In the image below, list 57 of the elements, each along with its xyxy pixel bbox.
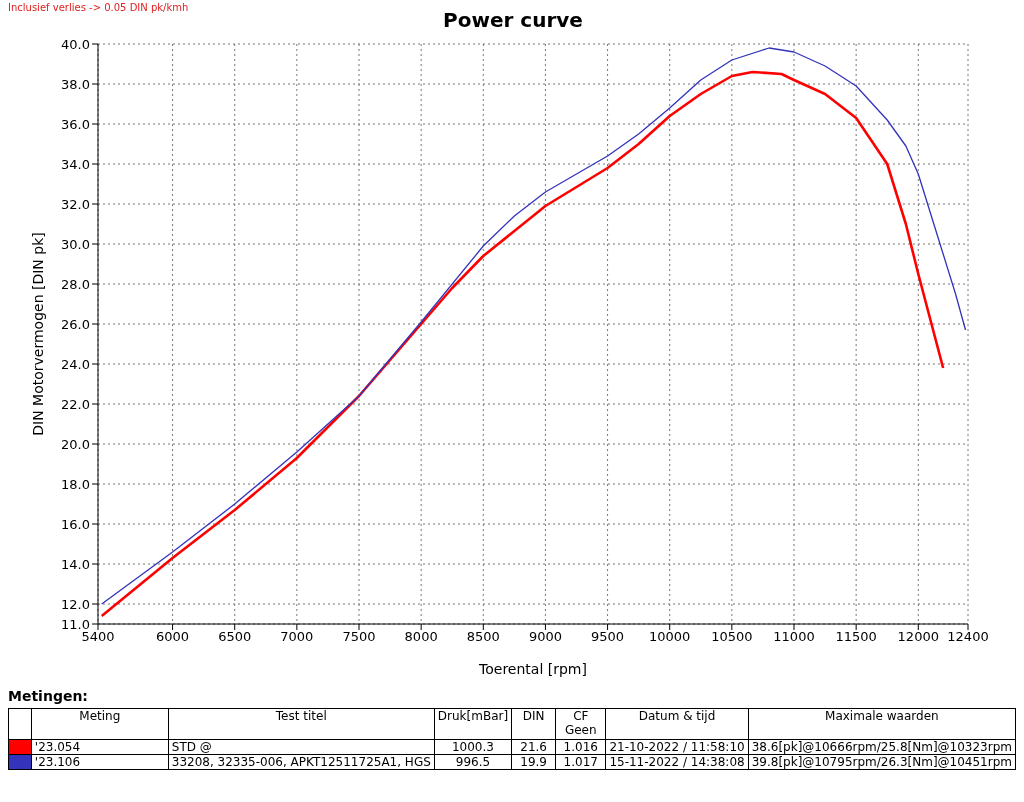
y-tick-label: 12.0 <box>61 596 90 612</box>
y-tick-label: 20.0 <box>61 436 90 452</box>
text: 33208, 32335-006, APKT12511725A1, HGS <box>168 754 435 770</box>
y-tick-label: 28.0 <box>61 276 90 292</box>
x-tick-label: 5400 <box>81 629 115 645</box>
x-tick-label: 9500 <box>591 629 625 645</box>
y-tick-label: 22.0 <box>61 396 90 412</box>
text: Maximale waarden <box>748 708 1016 740</box>
text: Meting <box>31 708 169 740</box>
text: Inclusief verlies -> 0.05 DIN pk/kmh <box>8 2 189 13</box>
x-tick-label: 11500 <box>835 629 877 645</box>
text: Metingen: <box>8 688 89 704</box>
text: 39.8[pk]@10795rpm/26.3[Nm]@10451rpm <box>748 754 1016 770</box>
x-tick-label: 10000 <box>649 629 691 645</box>
text: CF Geen <box>555 708 606 740</box>
y-tick-label: 14.0 <box>61 556 90 572</box>
y-tick-label: 36.0 <box>61 116 90 132</box>
x-tick-label: 7000 <box>280 629 314 645</box>
text: 996.5 <box>434 754 512 770</box>
x-axis-title: Toerental [rpm] <box>478 661 587 677</box>
y-tick-label: 30.0 <box>61 236 90 252</box>
chart-title: Power curve <box>443 8 583 32</box>
text: 15-11-2022 / 14:38:08 <box>605 754 749 770</box>
text: 1.016 <box>555 739 606 755</box>
legend-label: '23.054 <box>31 739 169 755</box>
y-tick-label: 26.0 <box>61 316 90 332</box>
x-tick-label: 9000 <box>528 629 562 645</box>
text: 21.6 <box>511 739 556 755</box>
x-tick-label: 8000 <box>404 629 438 645</box>
y-tick-label: 24.0 <box>61 356 90 372</box>
text: 38.6[pk]@10666rpm/25.8[Nm]@10323rpm <box>748 739 1016 755</box>
y-tick-label: 38.0 <box>61 76 90 92</box>
text: 1.017 <box>555 754 606 770</box>
x-tick-label: 12400 <box>947 629 989 645</box>
x-tick-label: 8500 <box>466 629 500 645</box>
text: Druk[mBar] <box>434 708 512 740</box>
y-axis-title: DIN Motorvermogen [DIN pk] <box>29 232 46 436</box>
x-tick-label: 12000 <box>897 629 939 645</box>
y-tick-label: 40.0 <box>61 36 90 52</box>
y-tick-label: 18.0 <box>61 476 90 492</box>
text: Datum & tijd <box>605 708 749 740</box>
legend-label: '23.106 <box>31 754 169 770</box>
y-tick-label: 16.0 <box>61 516 90 532</box>
y-tick-label: 32.0 <box>61 196 90 212</box>
x-tick-label: 10500 <box>711 629 753 645</box>
x-tick-label: 7500 <box>342 629 376 645</box>
text: 1000.3 <box>434 739 512 755</box>
x-tick-label: 11000 <box>773 629 815 645</box>
y-tick-label: 34.0 <box>61 156 90 172</box>
x-tick-label: 6000 <box>156 629 190 645</box>
text: Test titel <box>168 708 435 740</box>
text: DIN <box>511 708 556 740</box>
y-tick-label: 11.0 <box>61 616 90 632</box>
x-tick-label: 6500 <box>218 629 252 645</box>
text: 21-10-2022 / 11:58:10 <box>605 739 749 755</box>
text: 19.9 <box>511 754 556 770</box>
text: STD @ <box>168 739 435 755</box>
